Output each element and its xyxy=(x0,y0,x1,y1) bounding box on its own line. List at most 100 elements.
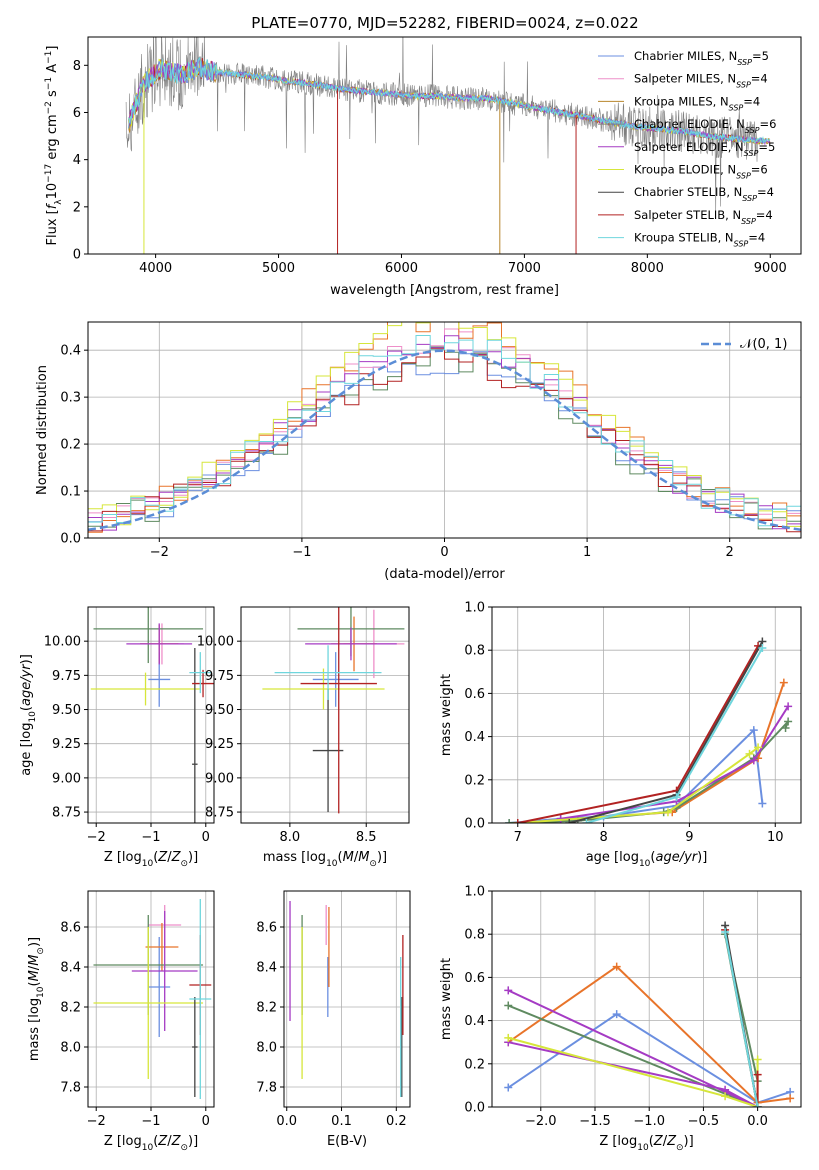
weight-marker xyxy=(784,717,793,726)
legend-label-name: Kroupa STELIB, N xyxy=(634,231,734,245)
x-axis-label-part: age/yr xyxy=(655,850,698,865)
y-axis-label-part: / xyxy=(27,965,42,970)
y-tick-label: 7.8 xyxy=(60,1081,81,1096)
weight-marker xyxy=(612,962,621,971)
x-axis-label-part: 10 xyxy=(639,859,651,869)
weight-marker xyxy=(779,678,788,687)
plot-area xyxy=(125,37,771,254)
weight-marker xyxy=(753,1070,762,1079)
legend-label-sub: SSP xyxy=(729,103,744,112)
y-axis-label-part: −17 xyxy=(44,164,54,183)
y-axis-label-part: ( xyxy=(27,981,42,986)
weight-marker xyxy=(663,808,672,817)
x-axis-label-part: mass [log xyxy=(263,850,326,865)
massweight_vs_age-frame xyxy=(491,606,802,824)
x-tick-label: 6000 xyxy=(385,261,418,276)
x-axis-label-part: Z [log xyxy=(599,1134,637,1149)
age_vs_mass-frame xyxy=(240,606,410,824)
x-axis-label-part: Z [log xyxy=(104,1134,142,1149)
legend-label-count: =5 xyxy=(758,140,775,154)
y-tick-label: 0.8 xyxy=(464,928,485,943)
y-axis-label-part: 10 xyxy=(36,986,46,998)
x-axis-label-part: ⊙ xyxy=(676,1143,684,1153)
normal-curve xyxy=(88,349,801,532)
x-axis-label-part: Z xyxy=(157,1134,168,1149)
figure-title: PLATE=0770, MJD=52282, FIBERID=0024, z=0… xyxy=(251,14,638,32)
x-axis-label-part: )] xyxy=(684,1134,694,1149)
age_vs_mass-axes: 8.0 8.5 8.75 9.00 9.25 9.50 9.75 10.00 mass [log… xyxy=(197,607,409,869)
y-tick-label: 9.25 xyxy=(52,737,81,752)
x-tick-label: −1 xyxy=(292,545,311,560)
y-tick-label: 9.00 xyxy=(52,771,81,786)
x-axis-label: Z [log10(Z/Z⊙)] xyxy=(104,850,198,869)
y-axis-label-part: A xyxy=(45,64,60,77)
x-tick-label: 5000 xyxy=(262,261,295,276)
x-tick-label: 7000 xyxy=(508,261,541,276)
error-point xyxy=(262,668,385,710)
y-tick-label: 8.2 xyxy=(256,1001,277,1016)
error-point xyxy=(148,937,171,1037)
y-tick-label: 0 xyxy=(73,248,81,263)
y-tick-label: 0.0 xyxy=(464,1101,485,1116)
spectrum-data-line xyxy=(125,37,759,213)
error-point xyxy=(93,607,204,664)
weight-line xyxy=(517,645,759,823)
error-point xyxy=(90,672,201,706)
x-axis-label-part: 10 xyxy=(637,1143,649,1153)
x-tick-label: −2.0 xyxy=(525,1114,557,1129)
weight-marker xyxy=(786,1094,795,1103)
x-tick-label: 8 xyxy=(599,830,607,845)
x-axis-label: mass [log10(M/M⊙)] xyxy=(263,850,387,869)
mass_vs_Z-frame xyxy=(87,890,215,1108)
weight-series xyxy=(504,986,762,1107)
x-axis-label-part: Z xyxy=(666,1134,677,1149)
y-axis-label-part: age/yr xyxy=(19,663,34,706)
x-tick-label: 1 xyxy=(583,545,591,560)
y-axis-label-part: age [log xyxy=(19,723,34,776)
y-axis-label-part: erg cm xyxy=(45,114,60,163)
legend-label: Chabrier ELODIE, NSSP=6 xyxy=(634,117,776,135)
y-axis-label-part: f xyxy=(45,202,60,209)
x-axis-label-part: Z xyxy=(157,850,168,865)
legend-label: Kroupa MILES, NSSP=4 xyxy=(634,94,760,112)
error-point xyxy=(189,652,212,694)
x-tick-label: −1 xyxy=(141,1114,160,1129)
x-tick-label: −1 xyxy=(141,830,160,845)
x-axis-label-part: ( xyxy=(649,1134,654,1149)
weight-marker xyxy=(721,928,730,937)
weight-series xyxy=(513,641,763,823)
residual-histogram xyxy=(88,335,801,531)
y-axis-label-part: 10 xyxy=(45,183,60,200)
y-tick-label: 0.2 xyxy=(464,773,485,788)
legend-label-name: Kroupa MILES, N xyxy=(634,94,729,108)
y-tick-label: 9.50 xyxy=(52,703,81,718)
y-tick-label: 10.00 xyxy=(197,635,234,650)
x-tick-label: 0 xyxy=(202,1114,210,1129)
x-axis-label-part: Z [log xyxy=(104,850,142,865)
x-axis-label: (data-model)/error xyxy=(384,567,505,582)
x-axis-label: Z [log10(Z/Z⊙)] xyxy=(104,1134,198,1153)
weight-marker xyxy=(758,644,767,653)
legend-label-sub: SSP xyxy=(744,148,759,157)
x-axis-label-part: 10 xyxy=(142,859,154,869)
weight-marker xyxy=(721,1092,730,1101)
x-tick-label: −2 xyxy=(150,545,169,560)
x-tick-label: −1.5 xyxy=(579,1114,611,1129)
legend-label-name: Chabrier MILES, N xyxy=(634,49,737,63)
error-point xyxy=(145,923,179,971)
weight-marker xyxy=(781,723,790,732)
x-axis-label-part: ( xyxy=(338,850,343,865)
y-tick-label: 8.6 xyxy=(256,921,277,936)
x-tick-label: 0.1 xyxy=(331,1114,352,1129)
legend-label-count: =5 xyxy=(752,49,769,63)
y-tick-label: 8.2 xyxy=(60,1001,81,1016)
residual-histogram xyxy=(88,322,801,533)
y-axis-label: mass weight xyxy=(439,674,454,756)
weight-marker xyxy=(753,1103,762,1107)
weight-marker xyxy=(565,819,574,823)
weight-marker xyxy=(754,743,763,752)
legend-label-name: Salpeter STELIB, N xyxy=(634,208,741,222)
residual-histogram xyxy=(88,335,801,527)
